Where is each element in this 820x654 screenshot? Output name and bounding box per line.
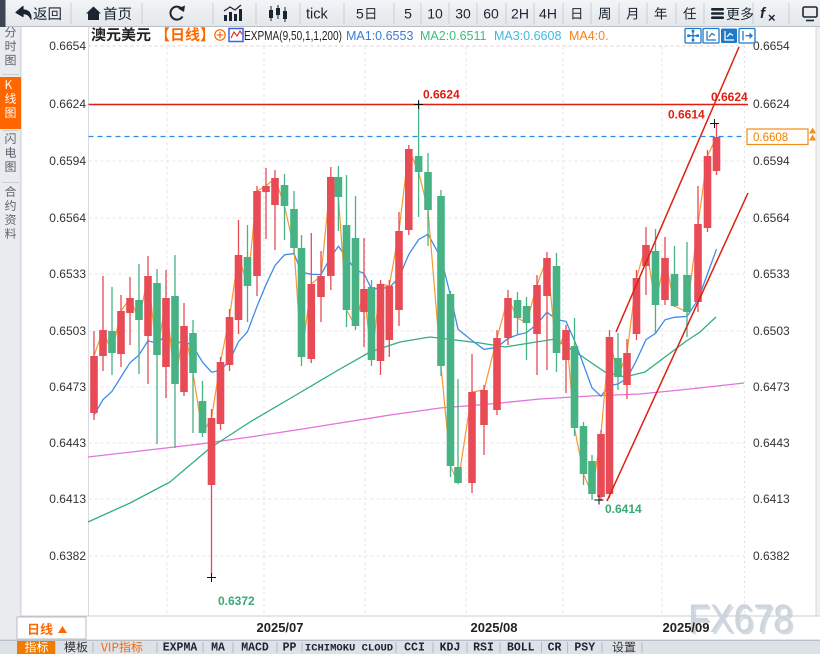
svg-text:0.6503: 0.6503 [49, 324, 86, 338]
svg-text:2025/09: 2025/09 [663, 620, 710, 635]
svg-text:PP: PP [283, 642, 297, 654]
svg-text:MA3:0.6608: MA3:0.6608 [494, 29, 561, 43]
svg-text:5: 5 [404, 6, 412, 22]
svg-text:FX678: FX678 [690, 599, 795, 643]
svg-text:0.6564: 0.6564 [49, 211, 86, 225]
svg-text:0.6533: 0.6533 [753, 267, 790, 281]
svg-text:0.6654: 0.6654 [753, 39, 790, 53]
svg-text:f: f [760, 5, 767, 22]
svg-text:10: 10 [427, 6, 443, 22]
svg-text:0.6413: 0.6413 [753, 492, 790, 506]
svg-text:0.6533: 0.6533 [49, 267, 86, 281]
svg-text:0.6372: 0.6372 [218, 594, 255, 608]
svg-text:0.6443: 0.6443 [49, 436, 86, 450]
svg-text:0.6624: 0.6624 [753, 97, 790, 111]
svg-text:0.6382: 0.6382 [753, 549, 790, 563]
svg-text:0.6473: 0.6473 [49, 380, 86, 394]
svg-text:0.6608: 0.6608 [753, 132, 788, 144]
svg-text:0.6594: 0.6594 [49, 154, 86, 168]
svg-text:KDJ: KDJ [440, 642, 461, 654]
svg-text:tick: tick [306, 7, 329, 23]
svg-text:5: 5 [356, 6, 364, 22]
svg-text:0.6564: 0.6564 [753, 211, 790, 225]
svg-text:MA: MA [211, 642, 225, 654]
svg-text:MA4:0.: MA4:0. [569, 29, 609, 43]
svg-text:2H: 2H [511, 6, 529, 22]
svg-text:EXPMA(9,50,1,1,200): EXPMA(9,50,1,1,200) [244, 29, 342, 43]
svg-text:PSY: PSY [574, 642, 595, 654]
svg-text:MA2:0.6511: MA2:0.6511 [420, 29, 487, 43]
svg-text:60: 60 [483, 6, 499, 22]
svg-text:FX678: FX678 [688, 597, 793, 641]
svg-text:MACD: MACD [241, 642, 269, 654]
svg-text:0.6443: 0.6443 [753, 436, 790, 450]
svg-text:CCI: CCI [404, 642, 425, 654]
svg-text:0.6473: 0.6473 [753, 380, 790, 394]
svg-text:EXPMA: EXPMA [163, 642, 198, 654]
svg-text:MA1:0.6553: MA1:0.6553 [346, 29, 413, 43]
svg-text:0.6594: 0.6594 [753, 154, 790, 168]
svg-text:0.6624: 0.6624 [423, 88, 460, 102]
svg-text:CR: CR [548, 642, 562, 654]
svg-text:BOLL: BOLL [507, 642, 535, 654]
svg-text:2025/08: 2025/08 [471, 620, 518, 635]
svg-text:0.6624: 0.6624 [711, 90, 748, 104]
svg-text:0.6413: 0.6413 [49, 492, 86, 506]
svg-text:0.6414: 0.6414 [605, 502, 642, 516]
svg-text:0.6382: 0.6382 [49, 549, 86, 563]
svg-text:0.6614: 0.6614 [668, 108, 705, 122]
svg-text:0.6654: 0.6654 [49, 39, 86, 53]
svg-text:0.6624: 0.6624 [49, 97, 86, 111]
svg-text:RSI: RSI [473, 642, 494, 654]
svg-text:4H: 4H [539, 6, 557, 22]
svg-text:0.6503: 0.6503 [753, 324, 790, 338]
svg-text:30: 30 [455, 6, 471, 22]
svg-text:ICHIMOKU CLOUD: ICHIMOKU CLOUD [305, 643, 393, 654]
svg-text:2025/07: 2025/07 [257, 620, 304, 635]
